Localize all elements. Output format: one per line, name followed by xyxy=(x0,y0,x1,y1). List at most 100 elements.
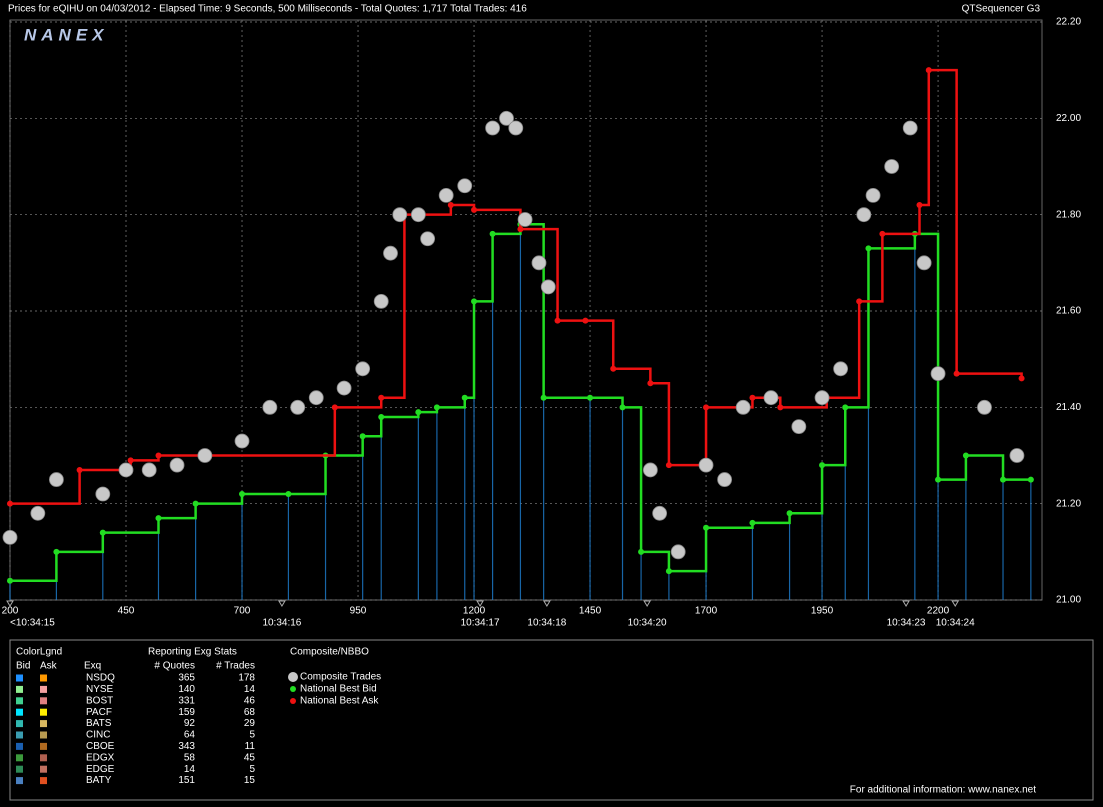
stats-title: Reporting Exg Stats xyxy=(148,647,237,658)
time-tick-label: 10:34:18 xyxy=(527,618,566,629)
nbbo-point xyxy=(378,413,385,420)
nbbo-point xyxy=(53,548,60,555)
bid-header: Bid xyxy=(16,661,30,672)
trade xyxy=(977,399,992,415)
bid-swatch xyxy=(16,731,23,739)
nbbo-point xyxy=(819,462,826,469)
trade xyxy=(30,505,46,521)
bid-swatch xyxy=(16,754,23,762)
quotes: 14 xyxy=(184,764,196,775)
nbbo-point xyxy=(554,317,561,324)
nbbo-point xyxy=(99,529,106,536)
exch-header: Exq xyxy=(84,661,101,672)
nbbo-point xyxy=(433,404,440,411)
y-tick-label: 22.20 xyxy=(1056,17,1081,28)
header: Prices for eQIHU on 04/03/2012 - Elapsed… xyxy=(8,4,527,15)
bid-swatch xyxy=(16,777,23,785)
nbbo-point xyxy=(582,317,589,324)
nbbo-point xyxy=(1018,375,1025,382)
quotes: 151 xyxy=(178,775,195,786)
trade xyxy=(308,390,324,406)
nbbo-point xyxy=(703,404,710,411)
quotes: 58 xyxy=(184,752,196,763)
time-tick xyxy=(476,600,484,607)
time-tick xyxy=(951,600,960,607)
nbbo-point xyxy=(879,230,886,237)
nbbo-point xyxy=(749,519,756,526)
x-tick-label: 2200 xyxy=(927,606,950,617)
exchange: BATY xyxy=(86,775,112,786)
nbbo-point xyxy=(517,226,524,233)
y-tick-label: 21.60 xyxy=(1056,306,1081,317)
trade xyxy=(540,279,556,295)
y-tick-label: 21.20 xyxy=(1056,498,1081,509)
trades: 14 xyxy=(244,684,256,695)
nbbo-point xyxy=(155,452,162,459)
ask-header: Ask xyxy=(40,661,58,672)
trade xyxy=(763,390,779,406)
nbbo-point xyxy=(749,394,756,401)
trades: 68 xyxy=(244,707,256,718)
bid-swatch xyxy=(16,765,23,773)
legend-title: ColorLgnd xyxy=(16,647,62,658)
exchange: PACF xyxy=(86,707,112,718)
y-tick-label: 21.80 xyxy=(1056,209,1081,220)
trades: 11 xyxy=(245,741,256,752)
trade xyxy=(531,255,547,271)
trade xyxy=(383,245,398,261)
quotes-header: # Quotes xyxy=(154,661,195,672)
nbbo-point xyxy=(127,457,134,464)
time-tick xyxy=(542,600,551,607)
trade xyxy=(262,399,278,415)
nbbo-point xyxy=(665,462,672,469)
nbbo-point xyxy=(489,230,496,237)
trade xyxy=(884,159,900,174)
ask-swatch xyxy=(40,765,47,773)
trade xyxy=(499,110,514,126)
quotes: 140 xyxy=(178,684,195,695)
trade xyxy=(410,207,426,223)
bid-swatch xyxy=(16,742,23,750)
trades: 15 xyxy=(244,775,256,786)
trades: 29 xyxy=(244,718,256,729)
trade xyxy=(670,544,686,560)
nbbo-point xyxy=(619,404,626,411)
trade xyxy=(95,486,111,502)
time-tick-label: 10:34:20 xyxy=(628,618,667,629)
ask-swatch xyxy=(40,697,47,705)
nbbo-point xyxy=(935,476,942,483)
composite-title: Composite/NBBO xyxy=(290,647,369,658)
quotes: 331 xyxy=(178,695,195,706)
nbbo-point xyxy=(1027,476,1034,483)
nbbo-point xyxy=(953,370,960,377)
trade xyxy=(517,212,533,227)
logo: NANEX xyxy=(24,25,109,44)
trade xyxy=(916,255,932,271)
legend-label: National Best Bid xyxy=(300,684,377,695)
nbbo-point xyxy=(610,365,617,372)
exchange: BOST xyxy=(86,695,113,706)
trade xyxy=(642,462,658,478)
ask-swatch xyxy=(40,731,47,739)
time-tick-label: 10:34:24 xyxy=(936,618,975,629)
x-tick-label: 1950 xyxy=(811,606,834,617)
ask-swatch xyxy=(40,742,47,750)
exchange: EDGE xyxy=(86,764,115,775)
nbbo-point xyxy=(647,380,654,387)
nbbo-point xyxy=(447,202,454,209)
trade xyxy=(814,390,830,406)
trade xyxy=(698,457,714,473)
trade xyxy=(49,472,64,487)
nbbo-point xyxy=(239,491,246,498)
trade xyxy=(508,120,524,136)
plot-area xyxy=(9,19,1043,601)
time-tick xyxy=(278,600,286,607)
bid-swatch xyxy=(16,697,23,705)
nbbo-point xyxy=(7,500,13,507)
nbbo-point xyxy=(471,298,478,305)
trade xyxy=(141,462,157,478)
trades: 5 xyxy=(249,764,255,775)
x-tick-label: 700 xyxy=(234,606,251,617)
trade xyxy=(290,399,306,415)
quotes: 343 xyxy=(178,741,195,752)
